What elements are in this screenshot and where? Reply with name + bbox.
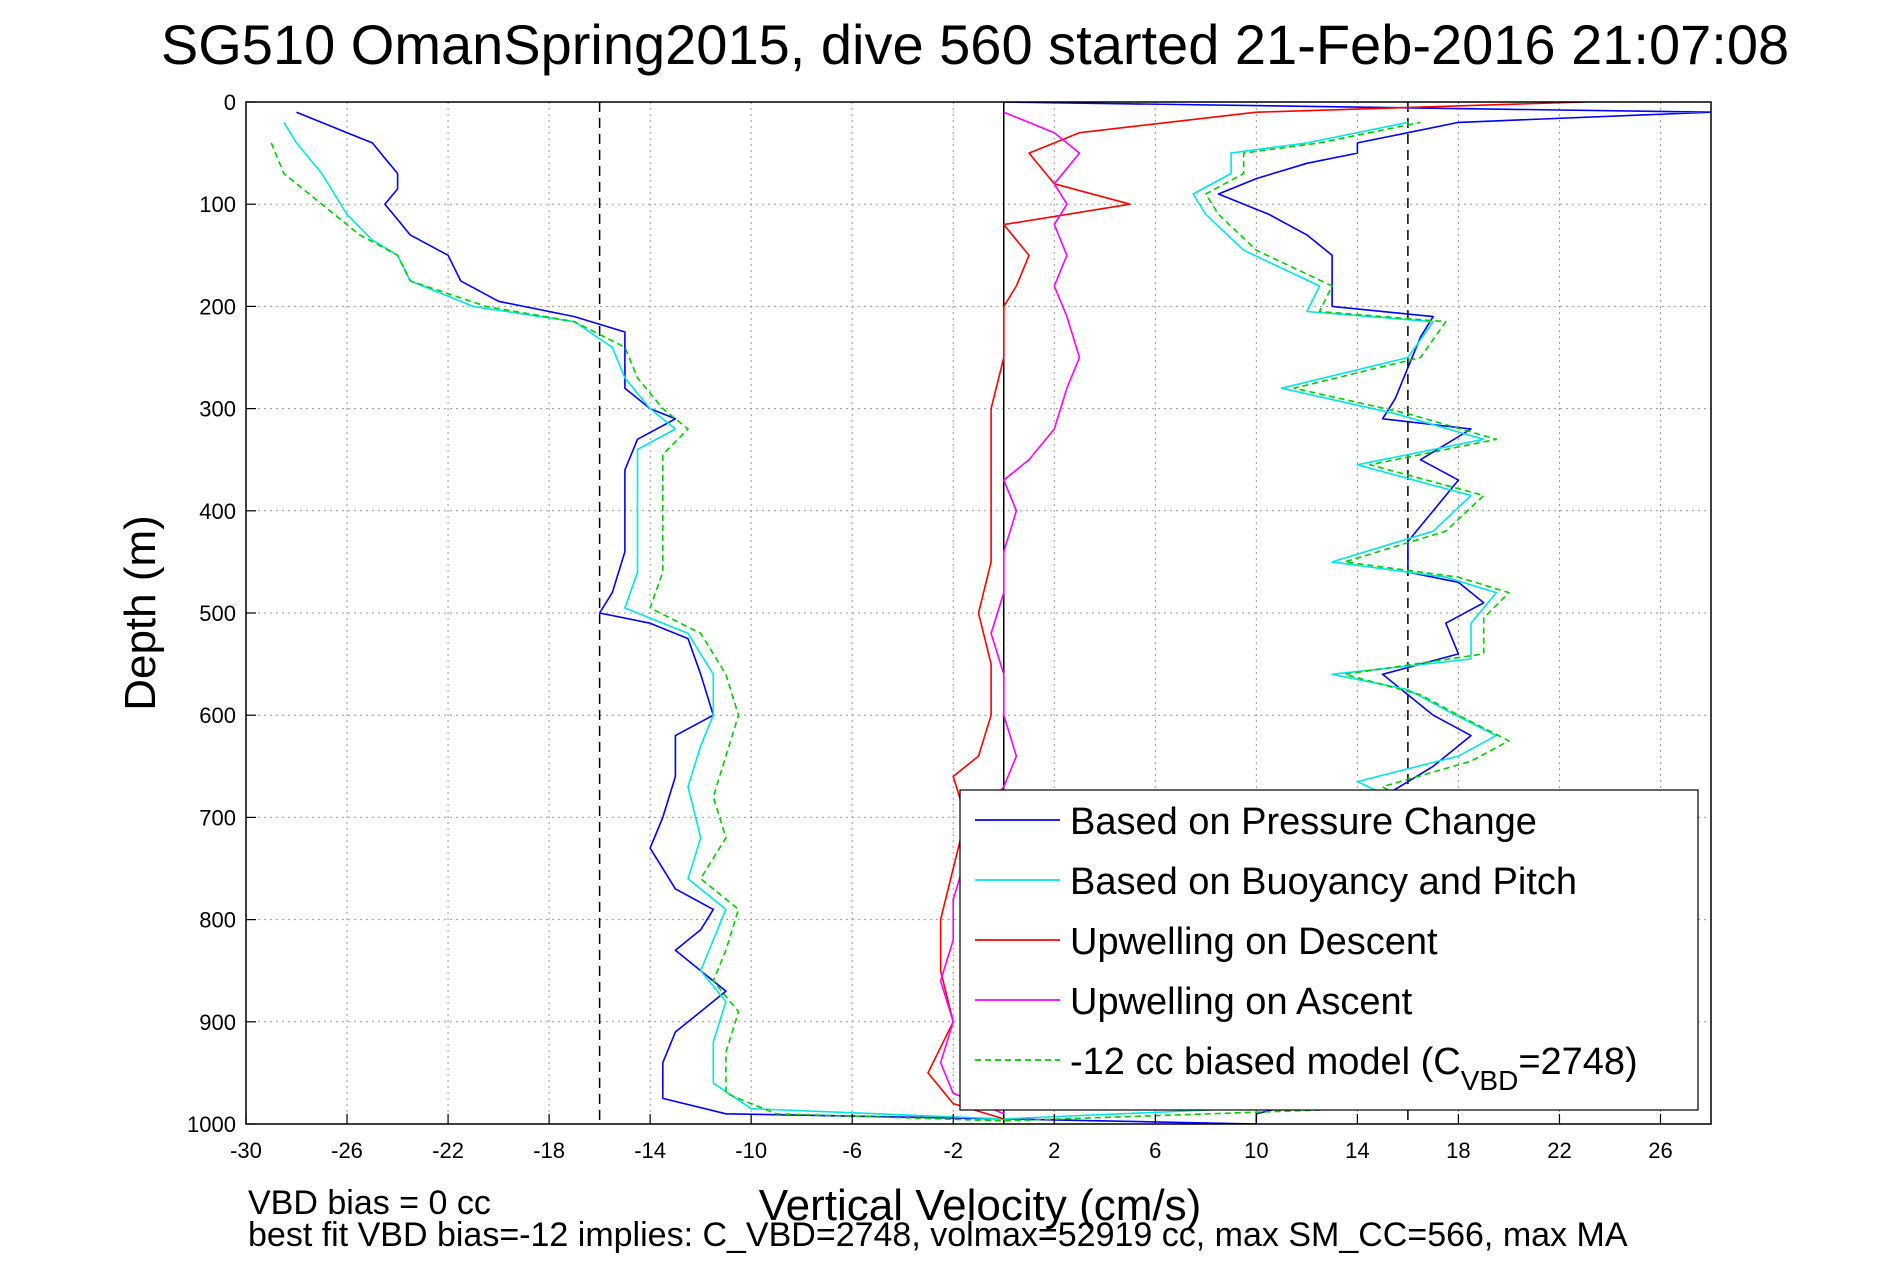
legend-box: [959, 789, 1699, 1111]
y-tick-label: 200: [199, 294, 236, 319]
legend: Based on Pressure Change Based on Buoyanc…: [959, 789, 1699, 1111]
y-axis-ticks: 0 100 200 300 400 500 600 700 800 900 1000: [187, 90, 256, 1137]
y-tick-label: 0: [224, 90, 236, 115]
x-tick-label: -10: [735, 1138, 767, 1163]
legend-label-3: Upwelling on Ascent: [1070, 981, 1413, 1023]
y-axis-label: Depth (m): [116, 515, 165, 711]
x-axis-ticks: -30 -26 -22 -18 -14 -10 -6 -2 2 6 10 14 18 22 26: [230, 1114, 1673, 1163]
y-tick-label: 300: [199, 397, 236, 422]
x-tick-label: -14: [634, 1138, 666, 1163]
x-tick-label: 26: [1648, 1138, 1672, 1163]
legend-label-0: Based on Pressure Change: [1070, 801, 1537, 843]
x-axis-label: Vertical Velocity (cm/s): [759, 1181, 1202, 1230]
legend-label-2: Upwelling on Descent: [1070, 921, 1438, 963]
y-tick-label: 100: [199, 192, 236, 217]
x-tick-label: -26: [331, 1138, 363, 1163]
x-tick-label: 6: [1149, 1138, 1161, 1163]
y-tick-label: 900: [199, 1010, 236, 1035]
x-tick-label: 2: [1048, 1138, 1060, 1163]
series-line-2: [927, 102, 1585, 1120]
y-tick-label: 600: [199, 703, 236, 728]
y-tick-label: 400: [199, 499, 236, 524]
x-tick-label: -22: [432, 1138, 464, 1163]
footer-line-1: VBD bias = 0 cc: [248, 1184, 491, 1222]
y-tick-label: 700: [199, 805, 236, 830]
footer-line-2: best fit VBD bias=-12 implies: C_VBD=274…: [248, 1216, 1628, 1254]
chart-title: SG510 OmanSpring2015, dive 560 started 2…: [161, 13, 1789, 76]
y-tick-label: 800: [199, 908, 236, 933]
x-tick-label: 22: [1547, 1138, 1571, 1163]
x-tick-label: -30: [230, 1138, 262, 1163]
x-tick-label: -2: [943, 1138, 963, 1163]
y-tick-label: 500: [199, 601, 236, 626]
series-line-3: [939, 111, 1081, 1115]
y-tick-label: 1000: [187, 1112, 236, 1137]
x-tick-label: -18: [533, 1138, 565, 1163]
legend-label-1: Based on Buoyancy and Pitch: [1070, 861, 1577, 903]
x-tick-label: 10: [1244, 1138, 1268, 1163]
x-tick-label: -6: [842, 1138, 862, 1163]
x-tick-label: 18: [1446, 1138, 1470, 1163]
x-tick-label: 14: [1345, 1138, 1369, 1163]
